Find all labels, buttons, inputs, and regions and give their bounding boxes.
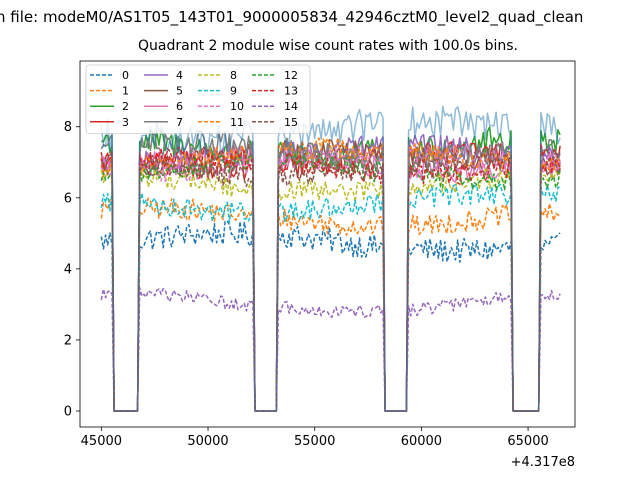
legend-label-15: 15 bbox=[284, 116, 298, 129]
series-line-5 bbox=[100, 138, 561, 412]
legend-box bbox=[85, 64, 311, 134]
series-line-10 bbox=[100, 142, 561, 412]
y-tick-label: 4 bbox=[64, 262, 72, 277]
axis-ticks: 45000 50000 55000 60000 65000 0 2 4 6 8 bbox=[64, 120, 549, 449]
series-line-9 bbox=[100, 183, 561, 412]
series-line-1 bbox=[100, 197, 561, 412]
x-tick-label: 60000 bbox=[401, 434, 442, 449]
legend-label-3: 3 bbox=[122, 116, 129, 129]
legend-label-5: 5 bbox=[176, 85, 183, 98]
x-tick-label: 55000 bbox=[294, 434, 335, 449]
legend-label-1: 1 bbox=[122, 85, 129, 98]
series-line-11 bbox=[100, 136, 561, 412]
legend-label-9: 9 bbox=[230, 85, 237, 98]
y-tick-label: 2 bbox=[64, 333, 72, 348]
series-line-13 bbox=[100, 146, 561, 412]
plot-frame bbox=[79, 60, 576, 428]
x-offset-label: +4.317e8 bbox=[511, 455, 575, 470]
legend-label-10: 10 bbox=[230, 100, 244, 113]
legend-label-2: 2 bbox=[122, 100, 129, 113]
series-line-15 bbox=[100, 148, 561, 412]
legend-label-12: 12 bbox=[284, 69, 298, 82]
legend-label-8: 8 bbox=[230, 69, 237, 82]
series-line-8 bbox=[100, 165, 561, 412]
series-line-7-faint bbox=[100, 105, 561, 412]
series-line-14 bbox=[100, 287, 561, 412]
legend-label-6: 6 bbox=[176, 100, 183, 113]
legend-label-14: 14 bbox=[284, 100, 298, 113]
y-tick-label: 0 bbox=[64, 405, 72, 420]
y-tick-label: 8 bbox=[64, 120, 72, 135]
chart-suptitle: n file: modeM0/AS1T05_143T01_9000005834_… bbox=[0, 8, 583, 27]
chart-title: Quadrant 2 module wise count rates with … bbox=[138, 38, 518, 54]
legend-label-4: 4 bbox=[176, 69, 183, 82]
x-tick-label: 50000 bbox=[187, 434, 228, 449]
x-tick-label: 45000 bbox=[81, 434, 122, 449]
plot-area bbox=[79, 60, 576, 428]
series-line-6 bbox=[100, 144, 561, 412]
series-line-0 bbox=[100, 220, 561, 412]
legend-label-13: 13 bbox=[284, 85, 298, 98]
x-tick-label: 65000 bbox=[507, 434, 548, 449]
series-lines bbox=[100, 105, 561, 412]
legend-label-7: 7 bbox=[176, 116, 183, 129]
y-tick-label: 6 bbox=[64, 191, 72, 206]
legend-label-0: 0 bbox=[122, 69, 129, 82]
legend-label-11: 11 bbox=[230, 116, 244, 129]
series-line-12 bbox=[100, 152, 561, 412]
